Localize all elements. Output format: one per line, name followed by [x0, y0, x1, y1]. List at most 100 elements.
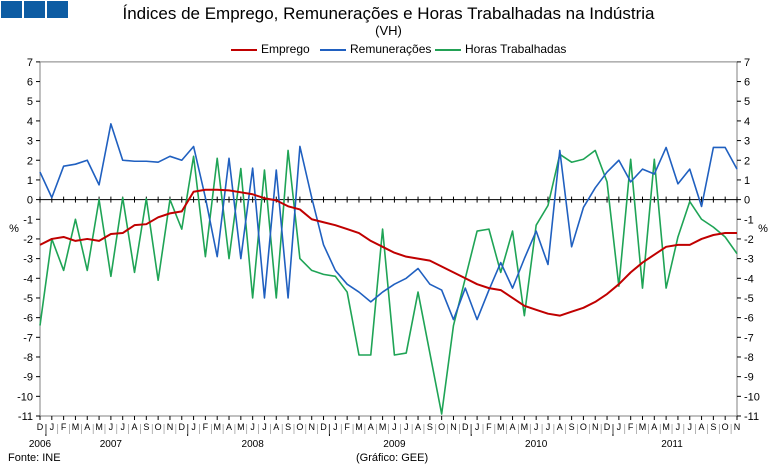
svg-text:J: J	[333, 422, 338, 432]
svg-text:%: %	[9, 223, 19, 235]
svg-text:F: F	[61, 422, 67, 432]
svg-text:A: A	[699, 422, 705, 432]
svg-text:-7: -7	[744, 332, 754, 344]
svg-text:7: 7	[27, 57, 33, 69]
svg-text:D: D	[37, 422, 44, 432]
svg-text:M: M	[497, 422, 505, 432]
svg-text:-11: -11	[18, 411, 33, 423]
svg-text:2006: 2006	[29, 439, 52, 450]
svg-text:A: A	[557, 422, 563, 432]
svg-text:2: 2	[27, 155, 33, 167]
svg-text:2: 2	[744, 155, 750, 167]
svg-text:-11: -11	[744, 411, 759, 423]
svg-text:1: 1	[744, 175, 750, 187]
svg-text:M: M	[72, 422, 80, 432]
svg-text:J: J	[475, 422, 480, 432]
svg-text:F: F	[628, 422, 634, 432]
svg-text:A: A	[84, 422, 90, 432]
svg-text:-8: -8	[23, 352, 33, 364]
svg-text:0: 0	[27, 195, 33, 207]
svg-text:-1: -1	[744, 214, 754, 226]
svg-text:F: F	[344, 422, 350, 432]
svg-text:2010: 2010	[525, 439, 548, 450]
svg-text:2007: 2007	[100, 439, 123, 450]
svg-text:-1: -1	[23, 214, 33, 226]
svg-text:-5: -5	[23, 293, 33, 305]
svg-text:-5: -5	[744, 293, 754, 305]
svg-text:S: S	[569, 422, 575, 432]
svg-text:-9: -9	[23, 372, 33, 384]
svg-text:N: N	[592, 422, 599, 432]
svg-text:J: J	[191, 422, 196, 432]
svg-text:4: 4	[27, 116, 33, 128]
svg-text:D: D	[462, 422, 469, 432]
svg-text:5: 5	[27, 96, 33, 108]
svg-text:J: J	[546, 422, 551, 432]
svg-text:O: O	[580, 422, 587, 432]
svg-text:2009: 2009	[383, 439, 406, 450]
svg-text:O: O	[438, 422, 445, 432]
svg-text:O: O	[296, 422, 303, 432]
svg-text:J: J	[109, 422, 114, 432]
svg-text:N: N	[308, 422, 315, 432]
svg-text:-4: -4	[744, 273, 754, 285]
svg-text:4: 4	[744, 116, 750, 128]
svg-text:D: D	[604, 422, 611, 432]
svg-text:-4: -4	[23, 273, 33, 285]
svg-text:-7: -7	[23, 332, 33, 344]
svg-text:S: S	[285, 422, 291, 432]
svg-text:J: J	[676, 422, 681, 432]
svg-text:M: M	[639, 422, 647, 432]
svg-text:%: %	[758, 223, 768, 235]
svg-text:-10: -10	[17, 391, 33, 403]
svg-text:J: J	[262, 422, 267, 432]
svg-text:D: D	[179, 422, 186, 432]
svg-text:3: 3	[27, 136, 33, 148]
svg-text:J: J	[404, 422, 409, 432]
svg-text:D: D	[320, 422, 327, 432]
svg-text:M: M	[662, 422, 670, 432]
svg-text:A: A	[368, 422, 374, 432]
svg-text:F: F	[203, 422, 209, 432]
svg-text:M: M	[521, 422, 529, 432]
svg-text:-6: -6	[744, 313, 754, 325]
svg-text:0: 0	[744, 195, 750, 207]
svg-text:S: S	[427, 422, 433, 432]
svg-text:-3: -3	[23, 254, 33, 266]
svg-text:6: 6	[744, 77, 750, 89]
svg-text:O: O	[155, 422, 162, 432]
svg-text:-2: -2	[744, 234, 754, 246]
svg-text:2008: 2008	[242, 439, 265, 450]
svg-text:J: J	[687, 422, 692, 432]
svg-text:J: J	[50, 422, 55, 432]
svg-text:-10: -10	[744, 391, 760, 403]
svg-text:S: S	[143, 422, 149, 432]
svg-text:A: A	[651, 422, 657, 432]
svg-text:M: M	[237, 422, 245, 432]
svg-text:M: M	[95, 422, 103, 432]
svg-text:N: N	[450, 422, 457, 432]
svg-text:1: 1	[27, 175, 33, 187]
svg-text:S: S	[710, 422, 716, 432]
svg-text:M: M	[355, 422, 363, 432]
svg-text:O: O	[722, 422, 729, 432]
svg-text:J: J	[534, 422, 539, 432]
svg-text:-3: -3	[744, 254, 754, 266]
svg-text:-6: -6	[23, 313, 33, 325]
svg-text:F: F	[486, 422, 492, 432]
svg-text:J: J	[392, 422, 397, 432]
svg-text:J: J	[120, 422, 125, 432]
svg-text:J: J	[250, 422, 255, 432]
svg-text:-8: -8	[744, 352, 754, 364]
svg-text:-9: -9	[744, 372, 754, 384]
svg-text:-2: -2	[23, 234, 33, 246]
svg-text:2011: 2011	[661, 439, 683, 450]
svg-text:N: N	[167, 422, 174, 432]
svg-text:A: A	[226, 422, 232, 432]
svg-text:7: 7	[744, 57, 750, 69]
svg-text:5: 5	[744, 96, 750, 108]
svg-text:6: 6	[27, 77, 33, 89]
svg-text:A: A	[510, 422, 516, 432]
svg-text:A: A	[132, 422, 138, 432]
svg-text:J: J	[617, 422, 622, 432]
